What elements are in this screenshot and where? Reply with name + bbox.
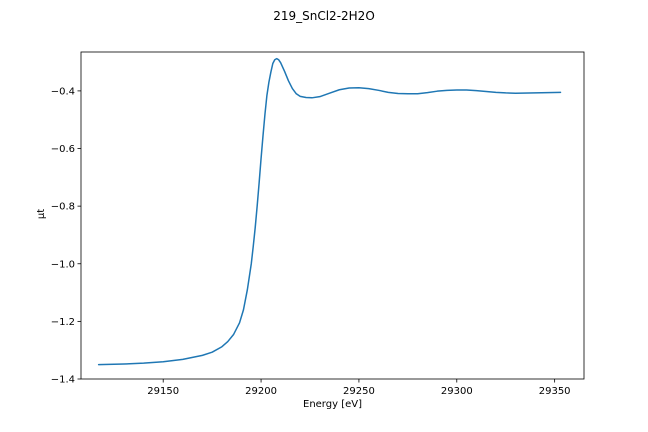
plot-frame (80, 51, 585, 380)
x-tick-label-1: 29200 (245, 386, 277, 397)
x-tick-label-2: 29250 (343, 386, 375, 397)
chart-title: 219_SnCl2-2H2O (273, 9, 375, 23)
y-tick-label-4: −0.6 (51, 144, 75, 155)
plot-area: 29150 29200 29250 29300 29350 −1.4 −1.2 −1.0 −0.… (51, 51, 585, 397)
y-tick-label-1: −1.2 (51, 317, 75, 328)
x-tick-label-4: 29350 (539, 386, 571, 397)
y-tick-label-2: −1.0 (51, 259, 75, 270)
series-line-0 (97, 57, 562, 366)
y-tick-label-5: −0.4 (51, 86, 75, 97)
x-tick-label-0: 29150 (147, 386, 179, 397)
y-tick-label-3: −0.8 (51, 202, 75, 213)
y-tick-label-0: −1.4 (51, 375, 75, 386)
y-axis-label: μt (36, 209, 47, 219)
x-tick-label-3: 29300 (441, 386, 473, 397)
x-axis-label: Energy [eV] (303, 399, 362, 410)
